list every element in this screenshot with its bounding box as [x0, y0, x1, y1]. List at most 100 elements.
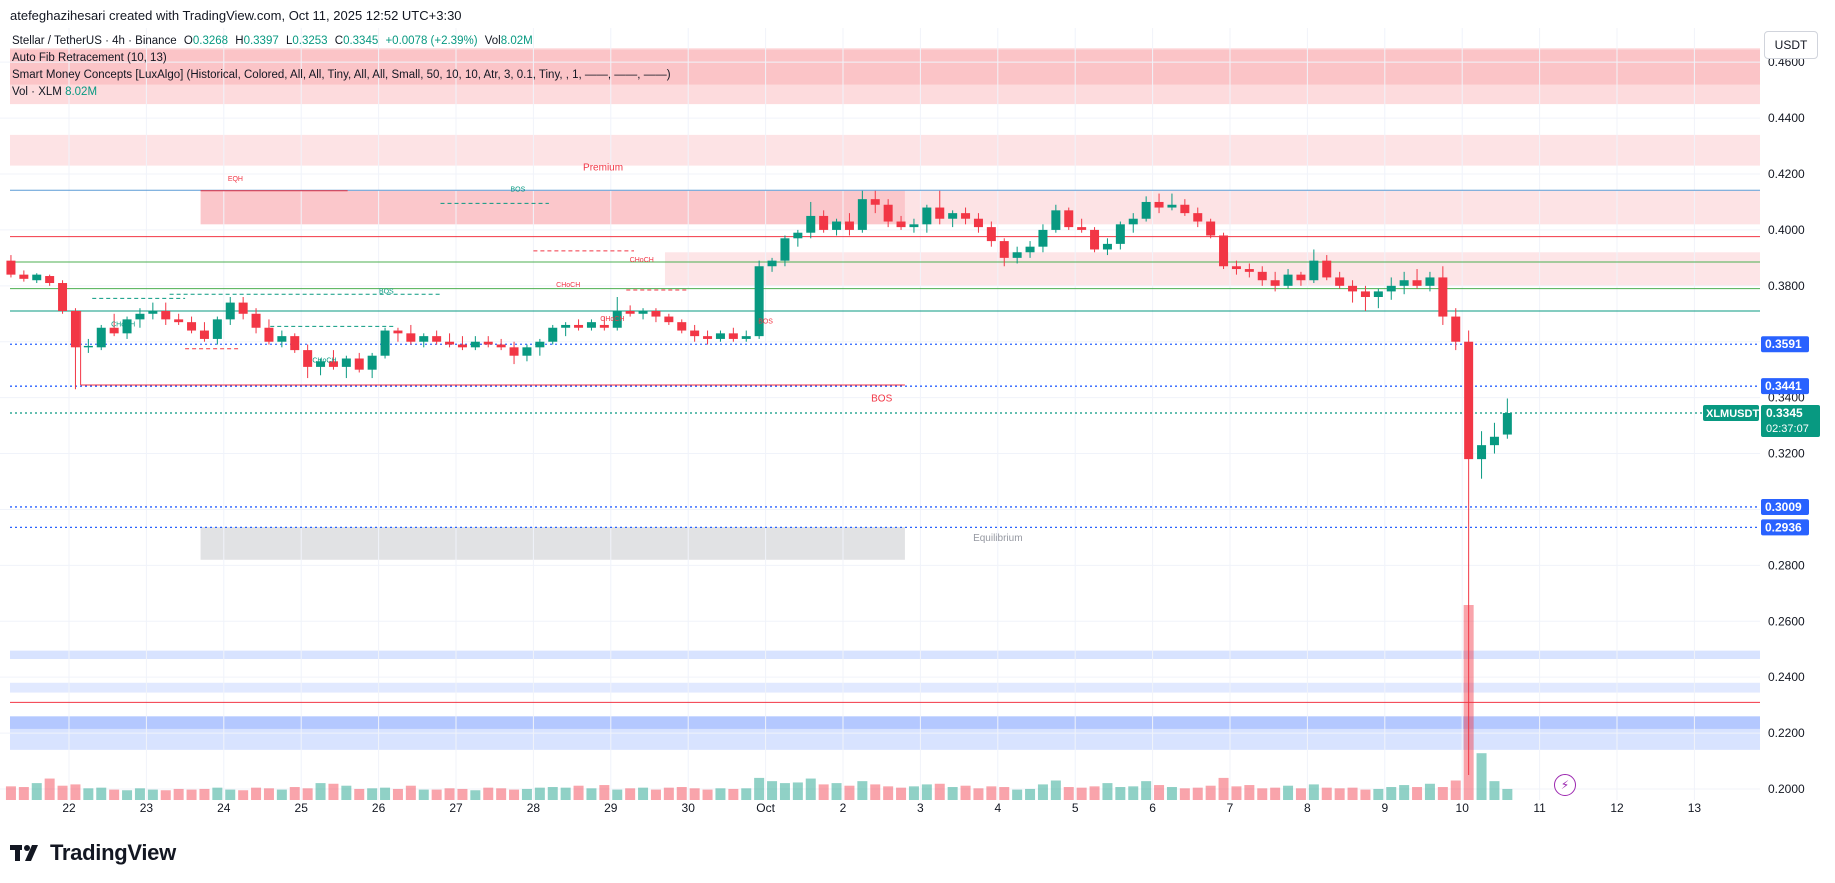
- candle[interactable]: [1322, 255, 1332, 281]
- candle[interactable]: [703, 330, 713, 345]
- candle[interactable]: [651, 308, 661, 323]
- candle[interactable]: [96, 324, 106, 351]
- legend-volume-row[interactable]: Vol · XLM 8.02M: [12, 84, 671, 101]
- candle[interactable]: [1206, 218, 1216, 239]
- legend-indicator-fib[interactable]: Auto Fib Retracement (10, 13): [12, 52, 167, 64]
- candle[interactable]: [1244, 263, 1254, 278]
- candle[interactable]: [470, 336, 480, 351]
- current-price-tag[interactable]: 0.3345 02:37:07: [1761, 405, 1820, 438]
- candle[interactable]: [1115, 221, 1125, 250]
- candle[interactable]: [857, 190, 867, 233]
- candle[interactable]: [199, 322, 209, 342]
- candle[interactable]: [1154, 193, 1164, 214]
- candle[interactable]: [922, 204, 932, 233]
- candle[interactable]: [973, 213, 983, 233]
- candle[interactable]: [316, 358, 326, 376]
- candle[interactable]: [1141, 196, 1151, 222]
- candle[interactable]: [1451, 308, 1461, 351]
- candle[interactable]: [393, 327, 403, 342]
- price-label-tag[interactable]: 0.3009: [1761, 498, 1809, 515]
- candle[interactable]: [109, 313, 119, 337]
- lightning-bolt-icon[interactable]: ⚡: [1554, 774, 1576, 796]
- candle[interactable]: [19, 270, 29, 282]
- candle[interactable]: [806, 201, 816, 239]
- candle[interactable]: [819, 210, 829, 233]
- candle[interactable]: [1464, 330, 1474, 776]
- candle[interactable]: [999, 238, 1009, 267]
- currency-selector[interactable]: USDT: [1764, 31, 1818, 59]
- candle[interactable]: [1128, 213, 1138, 233]
- candle[interactable]: [212, 316, 222, 345]
- candle[interactable]: [303, 344, 313, 379]
- candle[interactable]: [1502, 398, 1512, 439]
- candle[interactable]: [586, 319, 596, 331]
- candle[interactable]: [1296, 271, 1306, 286]
- candle[interactable]: [767, 257, 777, 272]
- candle[interactable]: [148, 302, 158, 320]
- candle[interactable]: [780, 235, 790, 267]
- candle[interactable]: [1064, 207, 1074, 230]
- candle[interactable]: [58, 280, 68, 314]
- candle[interactable]: [1335, 271, 1345, 289]
- candle[interactable]: [664, 313, 674, 325]
- candle[interactable]: [715, 330, 725, 342]
- candle[interactable]: [548, 324, 558, 345]
- candle[interactable]: [225, 297, 235, 325]
- candle[interactable]: [561, 322, 571, 337]
- candle[interactable]: [32, 273, 42, 284]
- candle[interactable]: [1489, 422, 1499, 454]
- candle[interactable]: [1090, 227, 1100, 253]
- candle[interactable]: [574, 319, 584, 331]
- candle[interactable]: [1025, 241, 1035, 258]
- candle[interactable]: [277, 330, 287, 348]
- candle[interactable]: [638, 308, 648, 320]
- candle[interactable]: [948, 210, 958, 228]
- candle[interactable]: [522, 344, 532, 362]
- candle[interactable]: [290, 333, 300, 353]
- candle[interactable]: [1051, 204, 1061, 233]
- candle[interactable]: [1309, 249, 1319, 284]
- candle[interactable]: [1270, 271, 1280, 292]
- candle[interactable]: [1219, 232, 1229, 270]
- legend-symbol-row[interactable]: Stellar / TetherUS · 4h · Binance O0.326…: [12, 33, 671, 50]
- candle[interactable]: [844, 213, 854, 236]
- candle[interactable]: [367, 352, 377, 379]
- candle[interactable]: [961, 207, 971, 225]
- candle[interactable]: [161, 302, 171, 325]
- candle[interactable]: [986, 221, 996, 247]
- candle[interactable]: [1012, 246, 1022, 264]
- price-label-tag[interactable]: 0.3591: [1761, 336, 1809, 353]
- candle[interactable]: [1373, 288, 1383, 309]
- candle[interactable]: [1231, 260, 1241, 275]
- price-label-tag[interactable]: 0.2936: [1761, 519, 1809, 536]
- candle[interactable]: [328, 350, 338, 370]
- candle[interactable]: [1412, 269, 1422, 289]
- candle[interactable]: [1425, 271, 1435, 292]
- candle[interactable]: [445, 333, 455, 348]
- candle[interactable]: [264, 319, 274, 345]
- candle[interactable]: [1180, 199, 1190, 216]
- candle[interactable]: [832, 218, 842, 236]
- candle[interactable]: [1077, 218, 1087, 233]
- candle[interactable]: [599, 316, 609, 331]
- candle[interactable]: [612, 297, 622, 331]
- candle[interactable]: [870, 190, 880, 214]
- candle[interactable]: [728, 327, 738, 342]
- candle[interactable]: [1477, 431, 1487, 479]
- candle[interactable]: [509, 341, 519, 365]
- candle[interactable]: [1348, 280, 1358, 303]
- candle[interactable]: [625, 305, 635, 317]
- candle[interactable]: [1438, 266, 1448, 325]
- candle[interactable]: [70, 308, 80, 390]
- candle[interactable]: [406, 324, 416, 345]
- candle[interactable]: [432, 330, 442, 345]
- candle[interactable]: [909, 218, 919, 233]
- candle[interactable]: [380, 327, 390, 359]
- candle[interactable]: [741, 330, 751, 342]
- candle[interactable]: [1193, 207, 1203, 228]
- candle[interactable]: [935, 190, 945, 225]
- candle[interactable]: [535, 338, 545, 356]
- candle[interactable]: [457, 336, 467, 351]
- candle[interactable]: [187, 316, 197, 334]
- candle[interactable]: [690, 324, 700, 342]
